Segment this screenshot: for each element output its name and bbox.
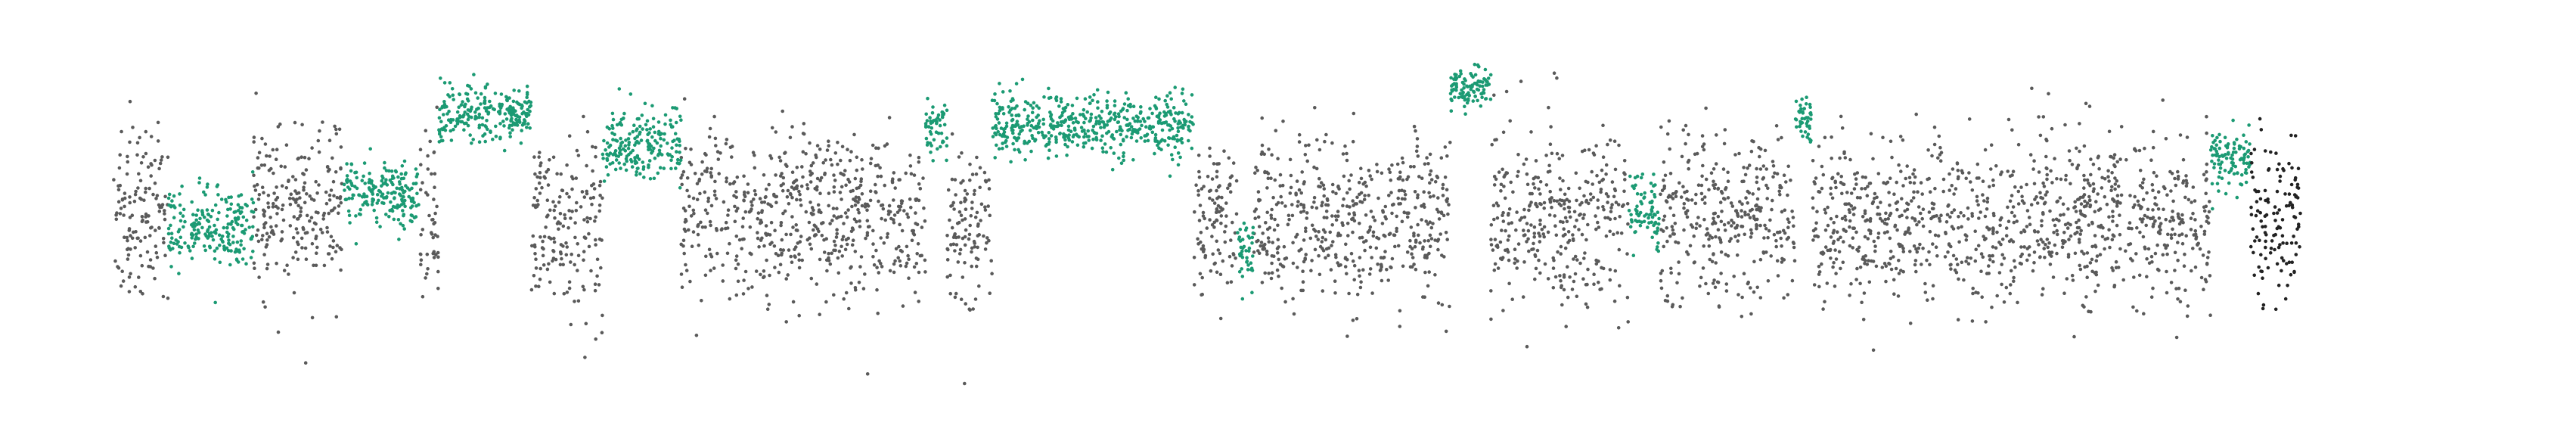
segment-points-21 xyxy=(2208,118,2252,211)
segment-points-3 xyxy=(342,147,421,246)
segment-points-10 xyxy=(945,132,994,386)
segment-points-5 xyxy=(437,73,533,153)
segment-points-7 xyxy=(601,87,683,190)
segment-points-4 xyxy=(418,105,440,299)
segment-points-9 xyxy=(923,96,949,163)
series-dense-tail-points xyxy=(2249,117,2302,312)
segment-points-0 xyxy=(112,99,170,300)
segment-points-14 xyxy=(1252,106,1452,338)
segment-points-16 xyxy=(1489,71,1630,349)
segment-points-8 xyxy=(679,97,927,376)
series-altered-points xyxy=(166,62,2252,305)
segment-points-17 xyxy=(1627,172,1661,258)
segment-points-12 xyxy=(1192,146,1239,321)
segment-points-18 xyxy=(1659,106,1797,318)
segment-points-22 xyxy=(2249,117,2302,312)
segment-points-2 xyxy=(252,91,344,365)
segment-points-19 xyxy=(1793,95,1813,144)
segment-points-20 xyxy=(1811,86,2212,353)
segment-points-13 xyxy=(1236,221,1255,301)
segment-points-6 xyxy=(529,114,604,359)
series-normal-points xyxy=(112,71,2212,386)
segment-points-11 xyxy=(990,77,1195,179)
segment-points-1 xyxy=(166,170,256,305)
segment-points-15 xyxy=(1448,62,1493,116)
